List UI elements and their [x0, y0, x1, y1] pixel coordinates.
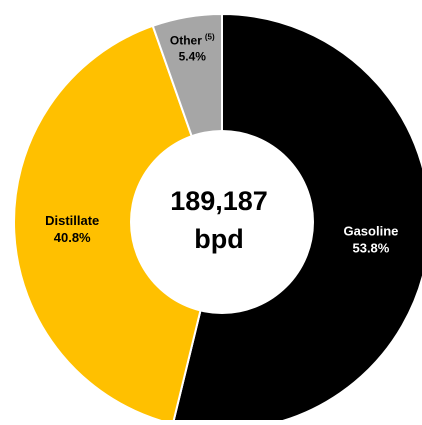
slice-distillate: [13, 24, 223, 425]
slice-label-gasoline: Gasoline 53.8%: [343, 223, 398, 255]
slice-value-other: 5.4%: [179, 50, 207, 64]
slice-name-gasoline: Gasoline: [343, 223, 398, 238]
slice-value-gasoline: 53.8%: [352, 240, 389, 255]
center-hole: [130, 130, 314, 314]
slice-label-distillate: Distillate 40.8%: [45, 213, 99, 245]
slice-name-distillate: Distillate: [45, 213, 99, 228]
slice-footnote-other: (5): [205, 33, 215, 42]
center-total-unit: bpd: [194, 224, 243, 254]
center-total-value: 189,187: [170, 186, 268, 216]
slice-value-distillate: 40.8%: [54, 230, 91, 245]
